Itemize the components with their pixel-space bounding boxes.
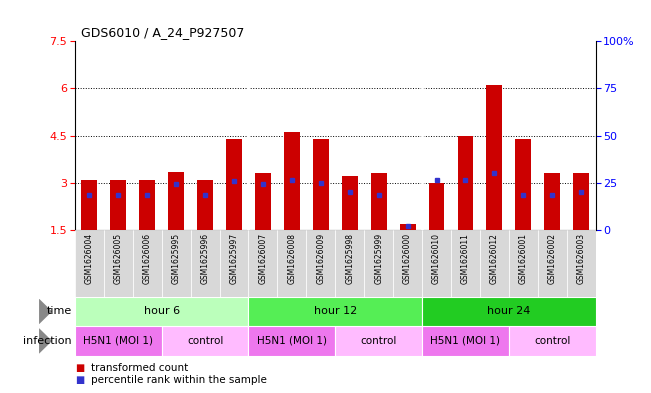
Text: ■: ■ xyxy=(75,375,84,385)
Text: GSM1626001: GSM1626001 xyxy=(519,233,528,284)
Bar xyxy=(313,139,329,230)
Bar xyxy=(422,230,451,297)
Text: GSM1626008: GSM1626008 xyxy=(287,233,296,284)
Text: control: control xyxy=(361,336,397,346)
Text: hour 12: hour 12 xyxy=(314,307,357,316)
Bar xyxy=(133,230,161,297)
Bar xyxy=(393,230,422,297)
Bar xyxy=(307,230,335,297)
Text: transformed count: transformed count xyxy=(91,364,188,373)
Text: control: control xyxy=(534,336,570,346)
Bar xyxy=(509,230,538,297)
Bar xyxy=(516,139,531,230)
Bar xyxy=(226,139,242,230)
Text: GSM1626009: GSM1626009 xyxy=(316,233,326,285)
Text: control: control xyxy=(187,336,223,346)
Polygon shape xyxy=(39,328,52,354)
Bar xyxy=(451,230,480,297)
Text: GSM1626002: GSM1626002 xyxy=(547,233,557,284)
Bar xyxy=(197,180,213,230)
Text: GSM1626010: GSM1626010 xyxy=(432,233,441,284)
Text: GSM1626003: GSM1626003 xyxy=(577,233,586,285)
Bar xyxy=(509,326,596,356)
Text: GSM1626011: GSM1626011 xyxy=(461,233,470,284)
Text: ■: ■ xyxy=(75,364,84,373)
Bar xyxy=(370,173,387,230)
Bar xyxy=(110,180,126,230)
Bar xyxy=(249,230,277,297)
Bar xyxy=(400,224,415,230)
Text: GSM1625995: GSM1625995 xyxy=(172,233,180,285)
Text: GSM1625997: GSM1625997 xyxy=(230,233,238,285)
Bar xyxy=(342,176,357,230)
Bar xyxy=(75,230,104,297)
Bar xyxy=(428,183,445,230)
Text: GSM1626004: GSM1626004 xyxy=(85,233,94,285)
Bar xyxy=(458,136,473,230)
Text: GSM1626006: GSM1626006 xyxy=(143,233,152,285)
Bar xyxy=(574,173,589,230)
Bar xyxy=(191,230,219,297)
Bar xyxy=(364,230,393,297)
Bar xyxy=(249,326,335,356)
Text: H5N1 (MOI 1): H5N1 (MOI 1) xyxy=(430,336,501,346)
Text: GSM1625999: GSM1625999 xyxy=(374,233,383,285)
Text: H5N1 (MOI 1): H5N1 (MOI 1) xyxy=(83,336,153,346)
Text: H5N1 (MOI 1): H5N1 (MOI 1) xyxy=(257,336,327,346)
Text: GSM1626007: GSM1626007 xyxy=(258,233,268,285)
Bar xyxy=(544,173,561,230)
Bar xyxy=(75,326,161,356)
Bar xyxy=(538,230,567,297)
Bar xyxy=(335,230,364,297)
Bar xyxy=(249,297,422,326)
Bar xyxy=(335,326,422,356)
Bar xyxy=(81,180,97,230)
Bar xyxy=(104,230,133,297)
Text: GDS6010 / A_24_P927507: GDS6010 / A_24_P927507 xyxy=(81,26,245,39)
Bar xyxy=(168,172,184,230)
Bar xyxy=(422,297,596,326)
Bar xyxy=(161,326,249,356)
Bar xyxy=(486,85,503,230)
Bar xyxy=(219,230,249,297)
Bar xyxy=(255,173,271,230)
Bar xyxy=(277,230,307,297)
Text: GSM1625996: GSM1625996 xyxy=(201,233,210,285)
Text: time: time xyxy=(46,307,72,316)
Text: GSM1626012: GSM1626012 xyxy=(490,233,499,284)
Bar xyxy=(284,132,300,230)
Text: hour 24: hour 24 xyxy=(487,307,531,316)
Bar xyxy=(161,230,191,297)
Bar xyxy=(139,180,155,230)
Bar xyxy=(480,230,509,297)
Bar xyxy=(422,326,509,356)
Text: hour 6: hour 6 xyxy=(144,307,180,316)
Text: GSM1625998: GSM1625998 xyxy=(345,233,354,284)
Text: infection: infection xyxy=(23,336,72,346)
Bar xyxy=(567,230,596,297)
Text: GSM1626000: GSM1626000 xyxy=(403,233,412,285)
Bar xyxy=(75,297,249,326)
Text: percentile rank within the sample: percentile rank within the sample xyxy=(91,375,267,385)
Polygon shape xyxy=(39,299,52,324)
Text: GSM1626005: GSM1626005 xyxy=(114,233,123,285)
